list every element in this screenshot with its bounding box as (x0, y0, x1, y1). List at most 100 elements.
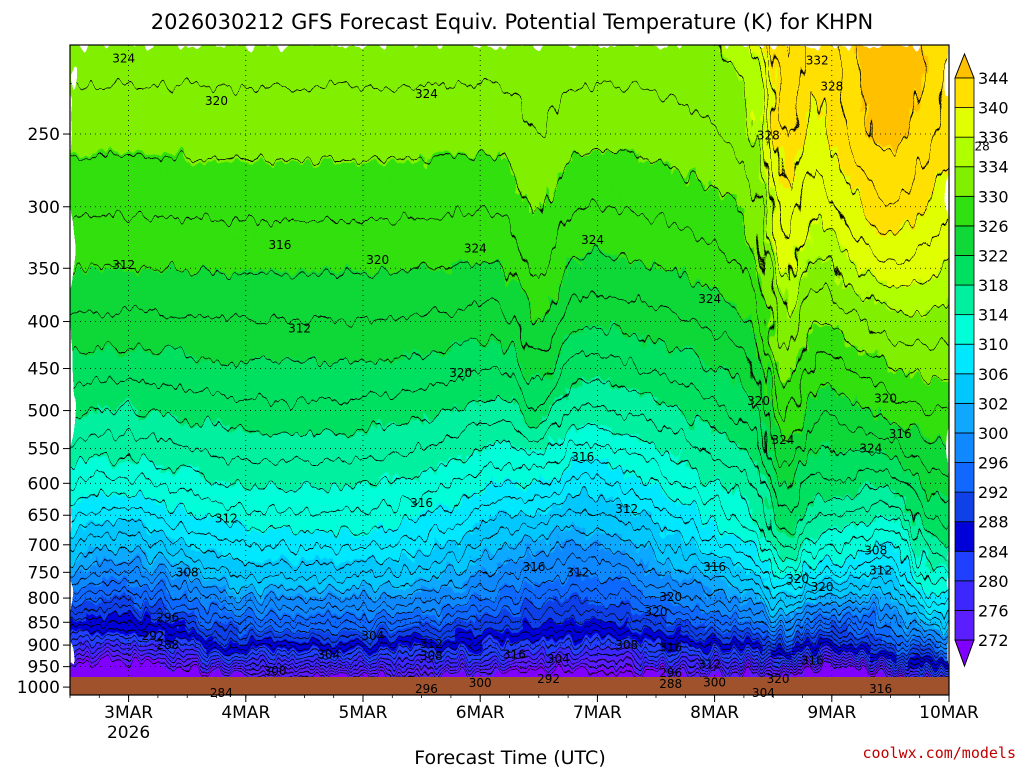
contour-label: 324 (772, 433, 795, 447)
contour-label: 312 (566, 565, 589, 579)
contour-label: 312 (615, 502, 638, 516)
colorbar-label: 334 (978, 158, 1009, 177)
contour-label: 292 (142, 629, 165, 643)
colorbar-label: 322 (978, 246, 1009, 265)
colorbar-label: 300 (978, 424, 1009, 443)
contour-label: 320 (366, 253, 389, 267)
colorbar-label: 292 (978, 483, 1009, 502)
colorbar-label: 336 (978, 128, 1009, 147)
y-tick-label: 800 (28, 589, 60, 609)
colorbar-swatch (954, 521, 975, 552)
contour-label: 316 (801, 653, 824, 667)
x-axis-title: Forecast Time (UTC) (414, 747, 605, 768)
colorbar-swatch (954, 195, 975, 227)
colorbar-label: 280 (978, 572, 1009, 591)
colorbar-swatch (954, 402, 975, 434)
colorbar-min-arrow (954, 639, 975, 668)
colorbar-swatch (954, 166, 975, 197)
colorbar-max-arrow (954, 52, 975, 79)
contour-label: 308 (176, 565, 199, 579)
colorbar-swatch (954, 343, 975, 375)
y-tick-label: 500 (28, 402, 60, 422)
contour-label: 300 (469, 676, 492, 690)
y-tick-label: 700 (28, 536, 60, 556)
contour-label: 316 (571, 450, 594, 464)
contour-label: 312 (288, 321, 311, 335)
contour-label: 324 (698, 292, 721, 306)
x-tick-label: 5MAR (339, 703, 388, 723)
contour-label: 316 (889, 427, 912, 441)
x-tick-label: 7MAR (573, 703, 622, 723)
colorbar-label: 302 (978, 394, 1009, 413)
contour-label: 304 (361, 629, 384, 643)
theta-e-field (70, 45, 949, 695)
contour-label: 300 (703, 675, 726, 689)
x-tick-label: 10MAR (919, 703, 979, 723)
contour-label: 320 (786, 572, 809, 586)
colorbar-swatch (954, 610, 975, 641)
colorbar-swatch (954, 550, 975, 582)
contour-lines (70, 45, 949, 689)
contour-label: 324 (859, 442, 882, 456)
ground-surface (70, 677, 949, 695)
contour-label: 320 (747, 394, 770, 408)
contour-label: 316 (410, 496, 433, 510)
colorbar-swatch (954, 373, 975, 404)
x-tick-label: 3MAR (104, 703, 153, 723)
contour-label: 316 (869, 682, 892, 696)
contour-label: 312 (112, 258, 135, 272)
contour-label: 288 (156, 638, 179, 652)
y-tick-label: 350 (28, 259, 60, 279)
x-year-label: 2026 (107, 723, 150, 743)
x-tick-label: 4MAR (221, 703, 270, 723)
colorbar-label: 330 (978, 187, 1009, 206)
x-tick-label: 9MAR (807, 703, 856, 723)
contour-label: 284 (210, 686, 233, 700)
contour-label: 296 (156, 611, 179, 625)
colorbar-label: 306 (978, 365, 1009, 384)
y-tick-label: 300 (28, 198, 60, 218)
colorbar-label: 340 (978, 99, 1009, 118)
colorbar-swatch (954, 255, 975, 286)
contour-label: 304 (752, 686, 775, 700)
colorbar-swatch (954, 136, 975, 168)
contour-label: 312 (698, 658, 721, 672)
contour-label: 300 (264, 664, 287, 678)
contour-label: 316 (659, 640, 682, 654)
colorbar: 272 276 280 284 288 292 296 300 302 306 310 314 318 3… (954, 52, 1009, 668)
colorbar-label: 276 (978, 601, 1009, 620)
contour-label: 316 (703, 560, 726, 574)
contour-label: 308 (615, 638, 638, 652)
contour-label: 324 (415, 87, 438, 101)
contour-label: 320 (645, 605, 668, 619)
contour-label: 316 (503, 648, 526, 662)
y-tick-label: 750 (28, 563, 60, 583)
colorbar-label: 344 (978, 69, 1009, 88)
y-tick-label: 950 (28, 658, 60, 678)
colorbar-label: 318 (978, 276, 1009, 295)
contour-label: 316 (522, 560, 545, 574)
contour-label: 312 (215, 511, 238, 525)
y-tick-label: 650 (28, 506, 60, 526)
contour-label: 292 (537, 672, 560, 686)
colorbar-swatch (954, 462, 975, 493)
colorbar-label: 272 (978, 631, 1009, 650)
contour-label: 320 (874, 391, 897, 405)
contour-label: 320 (449, 366, 472, 380)
contour-label: 324 (581, 233, 604, 247)
colorbar-swatch (954, 580, 975, 611)
colorbar-swatch (954, 491, 975, 523)
y-tick-label: 450 (28, 360, 60, 380)
y-tick-label: 900 (28, 636, 60, 656)
contour-label: 288 (659, 677, 682, 691)
contour-label: 312 (420, 637, 443, 651)
y-axis: 250 300 350 400 450 500 550 600 650 700 750 800 850 9… (17, 125, 70, 698)
colorbar-label: 314 (978, 306, 1009, 325)
contour-label: 328 (757, 129, 780, 143)
contour-label: 328 (820, 80, 843, 94)
contour-label: 308 (420, 649, 443, 663)
colorbar-label: 288 (978, 513, 1009, 532)
x-axis: 3MAR 4MAR 5MAR 6MAR 7MAR 8MAR 9MAR 10MAR (69, 695, 979, 723)
colorbar-swatch (954, 432, 975, 463)
